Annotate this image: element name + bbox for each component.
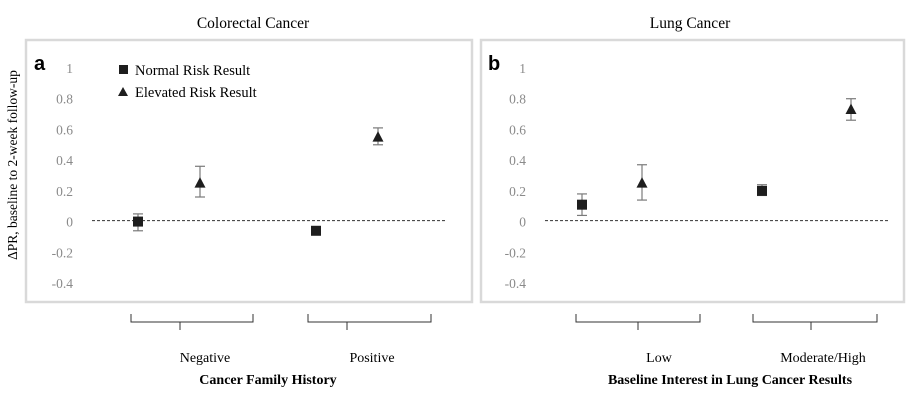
panel-b-y-tick-label: -0.4: [505, 276, 527, 291]
panel-b-title: Lung Cancer: [650, 15, 731, 32]
panel-b-y-tick-label: -0.2: [505, 245, 526, 260]
panel-b-elevated-point: [636, 177, 648, 188]
panel-a-category-bracket: [130, 314, 254, 330]
panel-b-category-bracket: [752, 314, 878, 330]
legend-normal-label: Normal Risk Result: [135, 63, 250, 79]
panel-a-elevated-point: [372, 131, 384, 142]
panel-a-y-tick-label: 1: [66, 61, 73, 76]
panel-a-y-tick-label: 0.8: [56, 92, 73, 107]
panel-a-title: Colorectal Cancer: [197, 15, 310, 32]
panel-a-y-tick-label: -0.2: [52, 245, 73, 260]
panel-b-letter: b: [488, 53, 500, 75]
panel-a-category-bracket: [307, 314, 432, 330]
panel-a-y-tick-label: 0.4: [56, 153, 73, 168]
panel-b-y-tick-label: 0.6: [509, 122, 526, 137]
panel-b-y-tick-label: 0.2: [509, 184, 526, 199]
panel-a-y-tick-label: 0: [66, 215, 73, 230]
panel-a-category-label: Positive: [349, 351, 394, 366]
panel-a-elevated-point: [194, 177, 206, 188]
panel-a-xlabel: Cancer Family History: [199, 373, 336, 388]
legend-normal-marker: [119, 65, 128, 74]
panel-b-y-tick-label: 0: [519, 215, 526, 230]
legend-elevated-marker: [118, 87, 128, 96]
panel-b-frame: [479, 38, 906, 304]
panel-b-xlabel: Baseline Interest in Lung Cancer Results: [608, 373, 853, 388]
panel-a-y-tick-label: 0.2: [56, 184, 73, 199]
legend: Normal Risk Result Elevated Risk Result: [118, 63, 257, 101]
panel-b-category-bracket: [575, 314, 701, 330]
plot-layer: 1 0.8 0.6 0.4 0.2 0 -0.2 -0.4 Negative Positive 1 0…: [52, 61, 889, 366]
panel-b-normal-point: [577, 199, 587, 210]
panel-a-y-tick-label: 0.6: [56, 122, 73, 137]
panel-a-normal-point: [133, 216, 143, 227]
panel-a-y-tick-label: -0.4: [52, 276, 74, 291]
panel-a-category-label: Negative: [180, 351, 231, 366]
panel-b-category-label: Low: [646, 351, 673, 366]
panel-a-frame: [24, 38, 474, 304]
panel-b-elevated-point: [845, 103, 857, 114]
panel-b-y-tick-label: 1: [519, 61, 526, 76]
panel-b-normal-point: [757, 185, 767, 196]
y-axis-label: ΔPR, baseline to 2-week follow-up: [5, 70, 20, 260]
legend-elevated-label: Elevated Risk Result: [135, 85, 257, 101]
panel-b-y-tick-label: 0.4: [509, 153, 526, 168]
panel-b-y-tick-label: 0.8: [509, 92, 526, 107]
panel-b-category-label: Moderate/High: [780, 351, 866, 366]
panel-a-letter: a: [34, 53, 46, 75]
panel-a-normal-point: [311, 225, 321, 236]
